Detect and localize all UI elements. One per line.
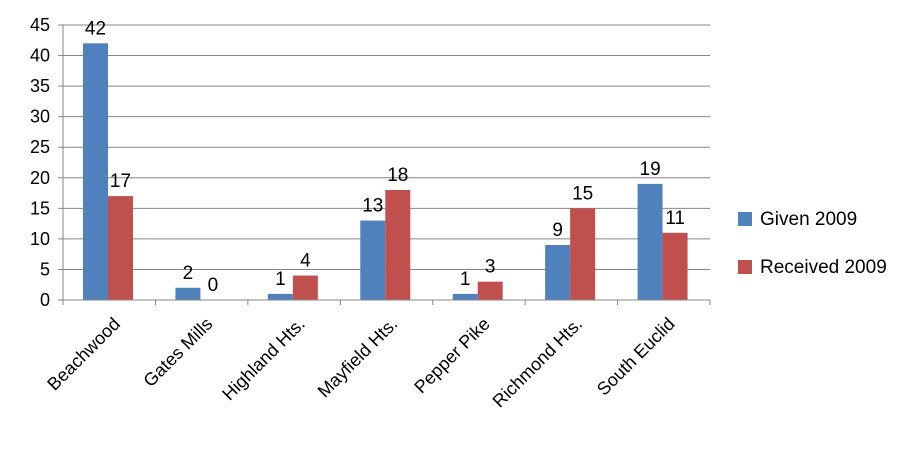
bar-given-gates-mills <box>175 287 201 300</box>
data-label: 3 <box>485 257 496 278</box>
x-axis-category-labels: Beachwood Gates Mills Highland Hts. Mayfiel… <box>43 314 678 412</box>
data-label: 19 <box>640 159 661 180</box>
data-label: 15 <box>572 183 593 204</box>
data-label: 9 <box>552 220 563 241</box>
data-label: 13 <box>362 196 383 217</box>
bar-received-mayfield-hts <box>385 190 411 300</box>
y-tick-label: 45 <box>30 15 50 35</box>
bar-received-beachwood <box>108 196 133 300</box>
data-label: 11 <box>665 208 685 229</box>
y-tick-label: 30 <box>30 107 50 127</box>
bar-given-richmond-hts <box>545 245 571 300</box>
data-label: 1 <box>275 269 286 290</box>
data-label: 42 <box>85 18 106 39</box>
bar-given-pepper-pike <box>452 293 478 300</box>
x-category-label: Beachwood <box>43 314 124 395</box>
x-axis <box>62 25 711 305</box>
bar-given-south-euclid <box>637 183 663 300</box>
bar-received-pepper-pike <box>477 281 503 300</box>
x-category-label: Pepper Pike <box>410 314 493 397</box>
x-category-label: Richmond Hts. <box>489 314 587 412</box>
y-tick-label: 25 <box>30 137 50 157</box>
bar-received-south-euclid <box>662 232 688 300</box>
legend-swatch <box>738 260 752 274</box>
bar-given-beachwood <box>83 43 108 300</box>
bar-given-mayfield-hts <box>360 220 386 300</box>
x-category-label: South Euclid <box>593 314 679 400</box>
y-tick-label: 5 <box>40 259 50 279</box>
legend: Given 2009 Received 2009 <box>738 209 887 278</box>
legend-swatch <box>738 212 752 226</box>
y-tick-label: 15 <box>30 198 50 218</box>
y-tick-label: 35 <box>30 76 50 96</box>
bar-given-highland-hts <box>267 293 293 300</box>
x-category-label: Mayfield Hts. <box>314 314 402 402</box>
y-tick-label: 20 <box>30 168 50 188</box>
bars <box>83 43 688 300</box>
x-category-label: Highland Hts. <box>218 314 309 405</box>
data-label: 0 <box>208 275 219 296</box>
y-axis-ticks: 0 5 10 15 20 25 30 35 40 45 <box>30 15 50 310</box>
x-category-label: Gates Mills <box>139 314 216 391</box>
data-label: 18 <box>387 165 408 186</box>
data-label: 2 <box>183 263 194 284</box>
y-tick-label: 40 <box>30 46 50 66</box>
y-tick-label: 10 <box>30 229 50 249</box>
bar-received-richmond-hts <box>570 208 596 300</box>
data-label: 17 <box>110 171 131 192</box>
bar-received-highland-hts <box>292 275 318 300</box>
legend-label: Given 2009 <box>760 209 857 230</box>
data-label: 1 <box>460 269 471 290</box>
data-label: 4 <box>300 251 311 272</box>
y-tick-label: 0 <box>40 290 50 310</box>
legend-label: Received 2009 <box>760 257 887 278</box>
